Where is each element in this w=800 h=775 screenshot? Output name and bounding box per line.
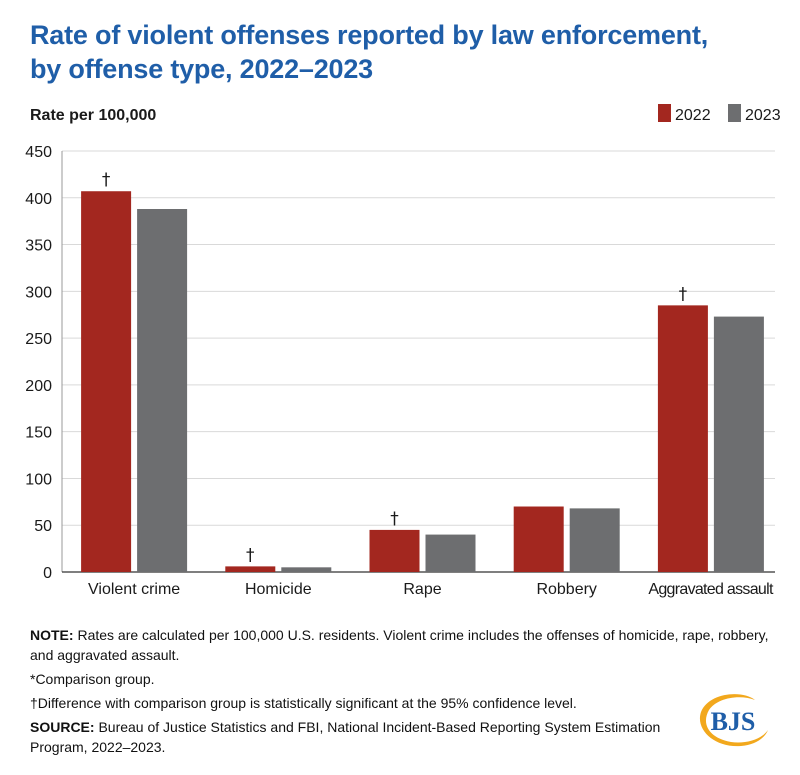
note-paragraph: NOTE: Rates are calculated per 100,000 U… (30, 625, 790, 665)
significance-note: †Difference with comparison group is sta… (30, 695, 577, 711)
y-tick-label: 300 (25, 284, 52, 301)
comparison-note: *Comparison group. (30, 671, 155, 687)
x-tick-label: Rape (403, 581, 441, 598)
legend-swatch-2022 (658, 104, 671, 122)
bar-2022-robbery (513, 506, 564, 572)
bar-2023-rape (425, 534, 476, 572)
y-tick-label: 400 (25, 191, 52, 208)
note-text: Rates are calculated per 100,000 U.S. re… (30, 627, 769, 663)
y-tick-label: 100 (25, 471, 52, 488)
significance-marker: † (246, 545, 255, 565)
source-text: Bureau of Justice Statistics and FBI, Na… (30, 719, 661, 755)
bjs-logo: BJS (699, 694, 768, 747)
x-tick-label: Homicide (245, 581, 312, 598)
significance-marker: † (679, 284, 688, 304)
notes-section: NOTE: Rates are calculated per 100,000 U… (30, 625, 790, 761)
bar-chart: Rate per 100,000 2022 2023 0 50 100 150 200 250 3… (25, 104, 781, 598)
y-axis-label: Rate per 100,000 (30, 107, 156, 124)
source-label: SOURCE: (30, 719, 95, 735)
source-paragraph: SOURCE: Bureau of Justice Statistics and… (30, 717, 670, 757)
x-tick-label: Aggravated assault (648, 581, 774, 598)
bar-2023-homicide (281, 567, 332, 572)
note-label: NOTE: (30, 627, 74, 643)
x-tick-label: Violent crime (88, 581, 180, 598)
legend-swatch-2023 (728, 104, 741, 122)
chart-title: Rate of violent offenses reported by law… (30, 18, 790, 86)
bar-2022-homicide (225, 566, 276, 572)
y-tick-label: 250 (25, 331, 52, 348)
bar-2023-violent-crime (137, 209, 188, 572)
title-line-2: by offense type, 2022–2023 (30, 54, 373, 84)
legend-label-2022: 2022 (675, 107, 711, 124)
bar-2023-robbery (569, 508, 620, 572)
y-tick-label: 150 (25, 425, 52, 442)
x-tick-label: Robbery (536, 581, 596, 598)
y-tick-label: 350 (25, 238, 52, 255)
logo-text: BJS (711, 707, 756, 736)
bar-2022-rape (369, 529, 420, 572)
significance-marker: † (102, 170, 111, 190)
legend-label-2023: 2023 (745, 107, 781, 124)
bar-2022-aggravated-assault (657, 305, 708, 572)
bar-2022-violent-crime (81, 191, 132, 572)
y-tick-label: 450 (25, 144, 52, 161)
y-tick-label: 200 (25, 378, 52, 395)
y-tick-label: 0 (43, 565, 52, 582)
bar-2023-aggravated-assault (713, 316, 764, 572)
significance-marker: † (390, 509, 399, 529)
title-line-1: Rate of violent offenses reported by law… (30, 20, 709, 50)
y-tick-label: 50 (34, 518, 52, 535)
